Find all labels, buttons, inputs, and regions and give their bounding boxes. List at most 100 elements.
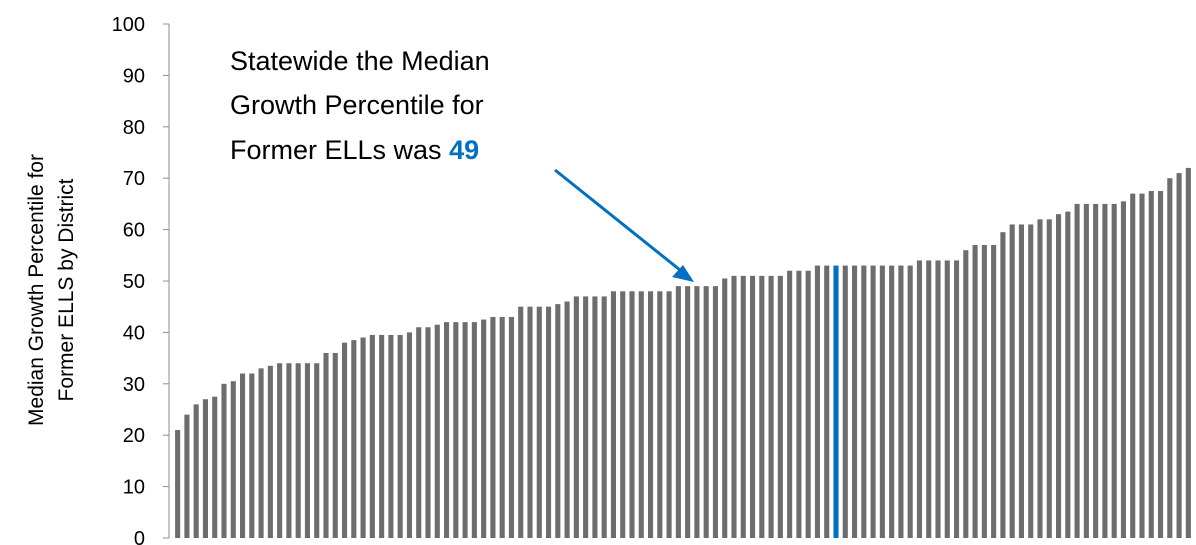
- bar: [175, 430, 181, 538]
- bar: [759, 275, 765, 538]
- bar: [898, 265, 904, 538]
- bar: [453, 322, 459, 538]
- bar: [369, 334, 375, 538]
- bar: [805, 270, 811, 538]
- bar: [518, 306, 524, 538]
- bar: [944, 260, 950, 538]
- bar: [230, 381, 236, 538]
- bar: [954, 260, 960, 538]
- bar: [1065, 211, 1071, 539]
- bar: [722, 278, 728, 538]
- bar: [824, 265, 830, 538]
- bar: [620, 291, 626, 538]
- bar: [462, 322, 468, 538]
- bar: [323, 352, 329, 538]
- bar: [342, 342, 348, 538]
- bars-group: [175, 167, 1191, 539]
- bar: [907, 265, 913, 538]
- y-axis-label-line1: Median Growth Percentile for: [25, 154, 48, 426]
- bar: [1028, 224, 1034, 538]
- bar: [416, 327, 422, 538]
- bar: [555, 304, 561, 538]
- bar: [1148, 191, 1154, 539]
- bar: [1111, 203, 1117, 538]
- bar: [193, 404, 199, 538]
- bar: [675, 286, 681, 538]
- bar: [490, 316, 496, 538]
- bar: [694, 286, 700, 538]
- bar: [249, 373, 255, 538]
- bar: [304, 363, 310, 538]
- bar: [926, 260, 932, 538]
- bar: [546, 306, 552, 538]
- bar: [202, 399, 208, 538]
- bar: [1083, 203, 1089, 538]
- annotation-arrow-head: [672, 265, 694, 282]
- bar: [444, 322, 450, 538]
- bar: [750, 275, 756, 538]
- bar: [601, 296, 607, 538]
- annotation-arrow-line: [554, 168, 691, 280]
- bar: [360, 337, 366, 538]
- bar: [1130, 193, 1136, 538]
- y-tick-label: 80: [123, 117, 145, 139]
- annotation-line1: Statewide the Median: [230, 46, 490, 76]
- bar: [314, 363, 320, 538]
- bar: [406, 332, 412, 538]
- bar: [731, 275, 737, 538]
- bar: [1120, 201, 1126, 538]
- bar: [1185, 167, 1191, 539]
- bar: [981, 245, 987, 538]
- bar: [814, 265, 820, 538]
- bar: [1158, 191, 1164, 539]
- bar: [1046, 219, 1052, 538]
- bar: [703, 286, 709, 538]
- bar: [889, 265, 895, 538]
- bar: [471, 322, 477, 538]
- bar: [434, 324, 440, 538]
- bar: [991, 245, 997, 538]
- bar: [536, 306, 542, 538]
- bar: [1139, 193, 1145, 538]
- bar: [787, 270, 793, 538]
- bar: [184, 414, 190, 538]
- bar: [267, 365, 273, 538]
- annotation-line3-prefix: Former ELLs was: [230, 135, 449, 165]
- bar: [768, 275, 774, 538]
- bar: [379, 334, 385, 538]
- bar: [564, 301, 570, 538]
- annotation-median-value: 49: [449, 135, 479, 165]
- bar: [712, 286, 718, 538]
- bar: [1037, 219, 1043, 538]
- bar: [277, 363, 283, 538]
- bar: [963, 250, 969, 538]
- y-tick-label: 50: [123, 271, 145, 293]
- bar: [508, 316, 514, 538]
- bar: [583, 296, 589, 538]
- annotation-line3: Former ELLs was 49: [230, 135, 479, 165]
- bar: [527, 306, 533, 538]
- bar: [1000, 232, 1006, 539]
- bar: [879, 265, 885, 538]
- bar: [388, 334, 394, 538]
- bar: [1167, 178, 1173, 538]
- bar: [592, 296, 598, 538]
- bar: [573, 296, 579, 538]
- bar: [258, 368, 264, 538]
- bar: [796, 270, 802, 538]
- bar: [351, 340, 357, 538]
- bar: [861, 265, 867, 538]
- bar: [657, 291, 663, 538]
- y-tick-label: 40: [123, 322, 145, 344]
- y-tick-label: 30: [123, 374, 145, 396]
- bar: [852, 265, 858, 538]
- bar: [1018, 224, 1024, 538]
- y-tick-label: 100: [112, 14, 145, 36]
- bar: [842, 265, 848, 538]
- y-tick-label: 20: [123, 425, 145, 447]
- bar: [425, 327, 431, 538]
- bar: [629, 291, 635, 538]
- bar: [610, 291, 616, 538]
- y-tick-label: 70: [123, 168, 145, 190]
